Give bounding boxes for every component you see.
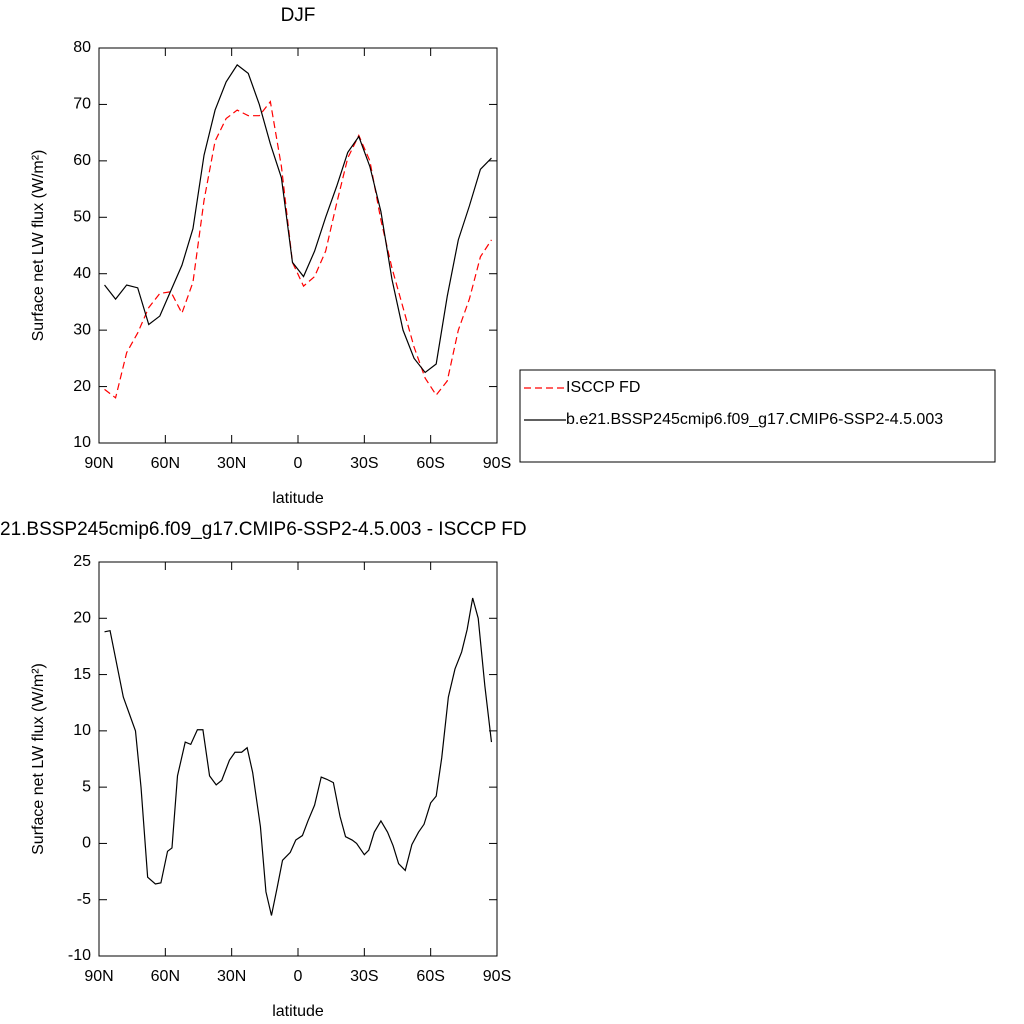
x-tick-label: 60N bbox=[151, 455, 180, 472]
x-tick-label: 90S bbox=[483, 455, 511, 472]
y-tick-label: 25 bbox=[73, 553, 91, 570]
y-tick-label: 5 bbox=[82, 778, 91, 795]
data-line bbox=[104, 100, 492, 399]
legend-label: b.e21.BSSP245cmip6.f09_g17.CMIP6-SSP2-4.… bbox=[566, 411, 943, 428]
legend-label: ISCCP FD bbox=[566, 379, 640, 396]
y-tick-label: 40 bbox=[73, 265, 91, 282]
x-axis-label: latitude bbox=[272, 490, 324, 507]
y-tick-label: 15 bbox=[73, 666, 91, 683]
data-line bbox=[104, 597, 493, 916]
y-tick-label: 70 bbox=[73, 96, 91, 113]
y-tick-label: 10 bbox=[73, 722, 91, 739]
x-tick-label: 30S bbox=[350, 968, 378, 985]
x-tick-label: 60N bbox=[151, 968, 180, 985]
x-tick-label: 0 bbox=[294, 455, 303, 472]
plot-frame bbox=[98, 561, 498, 957]
y-tick-label: 0 bbox=[82, 835, 91, 852]
x-tick-label: 0 bbox=[294, 968, 303, 985]
y-tick-label: 50 bbox=[73, 209, 91, 226]
y-tick-label: 20 bbox=[73, 378, 91, 395]
x-tick-label: 30N bbox=[217, 455, 246, 472]
y-tick-label: 20 bbox=[73, 610, 91, 627]
x-tick-label: 60S bbox=[416, 455, 444, 472]
x-tick-label: 30S bbox=[350, 455, 378, 472]
x-tick-label: 30N bbox=[217, 968, 246, 985]
x-tick-label: 90N bbox=[84, 968, 113, 985]
x-tick-label: 90S bbox=[483, 968, 511, 985]
y-tick-label: -10 bbox=[68, 947, 91, 964]
legend-box bbox=[519, 369, 996, 463]
chart-title: 21.BSSP245cmip6.f09_g17.CMIP6-SSP2-4.5.0… bbox=[0, 519, 527, 540]
chart-title: DJF bbox=[281, 5, 316, 26]
y-tick-label: 80 bbox=[73, 39, 91, 56]
x-tick-label: 90N bbox=[84, 455, 113, 472]
x-tick-label: 60S bbox=[416, 968, 444, 985]
x-axis-label: latitude bbox=[272, 1003, 324, 1020]
y-tick-label: -5 bbox=[77, 891, 91, 908]
plot-frame bbox=[98, 47, 498, 444]
y-axis-label: Surface net LW flux (W/m²) bbox=[30, 150, 47, 342]
y-tick-label: 60 bbox=[73, 152, 91, 169]
y-tick-label: 30 bbox=[73, 321, 91, 338]
y-tick-label: 10 bbox=[73, 434, 91, 451]
data-line bbox=[104, 64, 492, 374]
y-axis-label: Surface net LW flux (W/m²) bbox=[30, 663, 47, 855]
